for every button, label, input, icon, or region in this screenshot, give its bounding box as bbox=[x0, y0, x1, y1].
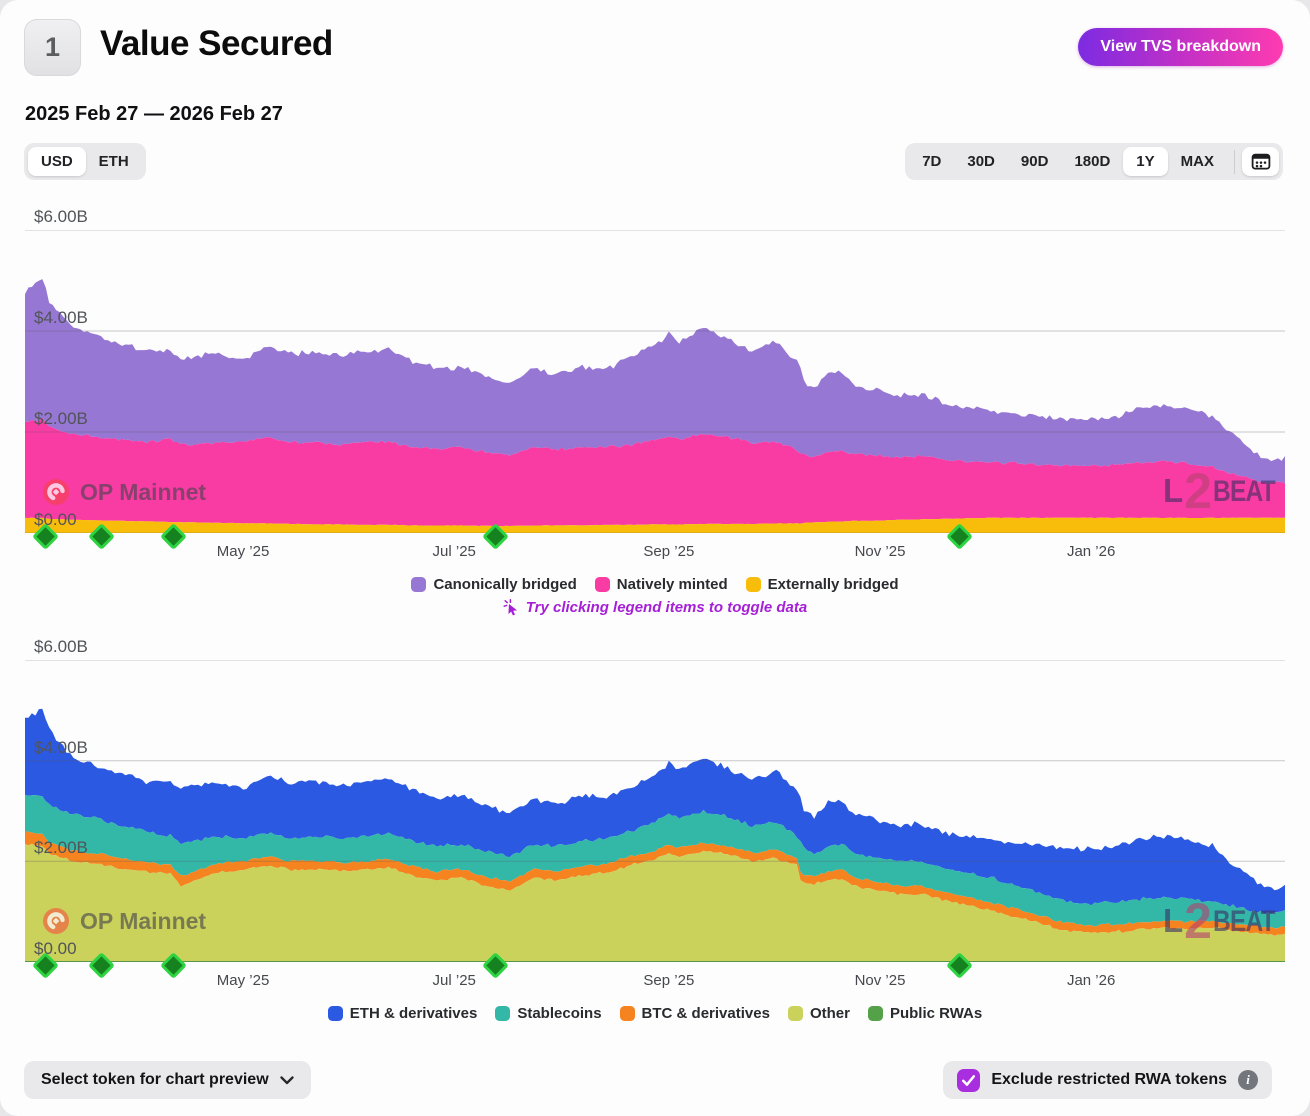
legend-hint: Try clicking legend items to toggle data bbox=[0, 599, 1310, 616]
page-title: Value Secured bbox=[100, 24, 333, 63]
x-axis-label: Sep ’25 bbox=[643, 543, 695, 560]
legend-item-btc-derivatives[interactable]: BTC & derivatives bbox=[619, 1005, 770, 1022]
legend-label: Other bbox=[809, 1005, 850, 1022]
legend-hint-text: Try clicking legend items to toggle data bbox=[525, 599, 808, 616]
legend-label: ETH & derivatives bbox=[349, 1005, 478, 1022]
area-canonically-bridged bbox=[25, 279, 1285, 484]
x-axis-label: Sep ’25 bbox=[643, 972, 695, 989]
area-other bbox=[25, 843, 1285, 961]
area-natively-minted bbox=[25, 417, 1285, 527]
legend-label: BTC & derivatives bbox=[641, 1005, 770, 1022]
legend-label: Canonically bridged bbox=[433, 576, 577, 593]
divider bbox=[1234, 149, 1235, 174]
y-axis-label: $6.00B bbox=[34, 637, 88, 656]
legend-item-natively-minted[interactable]: Natively minted bbox=[594, 576, 728, 593]
section-number-badge: 1 bbox=[24, 19, 81, 76]
x-axis-label: Jan ’26 bbox=[1066, 972, 1116, 989]
range-option-180d[interactable]: 180D bbox=[1074, 153, 1111, 170]
info-icon[interactable]: i bbox=[1238, 1070, 1258, 1090]
op-mainnet-watermark: OP Mainnet bbox=[42, 478, 206, 506]
x-axis-label: Jul ’25 bbox=[432, 972, 476, 989]
l2beat-logo-l: L bbox=[1163, 472, 1184, 509]
range-option-30d[interactable]: 30D bbox=[967, 153, 995, 170]
range-option-7d[interactable]: 7D bbox=[922, 153, 942, 170]
x-axis-label: Nov ’25 bbox=[854, 543, 906, 560]
legend-item-other[interactable]: Other bbox=[787, 1005, 850, 1022]
legend-item-public-rwas[interactable]: Public RWAs bbox=[867, 1005, 983, 1022]
legend-item-eth-derivatives[interactable]: ETH & derivatives bbox=[327, 1005, 478, 1022]
watermark-label: OP Mainnet bbox=[80, 907, 207, 934]
legend-label: Natively minted bbox=[616, 576, 728, 593]
legend-bridge-type: Canonically bridged Natively minted Extern… bbox=[0, 576, 1310, 593]
exclude-rwa-label: Exclude restricted RWA tokens bbox=[991, 1071, 1227, 1088]
y-axis-label: $4.00B bbox=[34, 737, 88, 757]
legend-swatch bbox=[327, 1006, 343, 1021]
currency-toggle: USD ETH bbox=[24, 143, 146, 180]
l2beat-logo-beat: BEAT bbox=[1212, 475, 1276, 508]
op-mainnet-logo bbox=[42, 478, 70, 506]
range-option-90d[interactable]: 90D bbox=[1020, 153, 1049, 170]
legend-item-canonically-bridged[interactable]: Canonically bridged bbox=[411, 576, 577, 593]
legend-label: Stablecoins bbox=[517, 1005, 602, 1022]
op-mainnet-watermark: OP Mainnet bbox=[42, 907, 206, 935]
watermark-label: OP Mainnet bbox=[80, 478, 207, 505]
time-range-selector: 7D 30D 90D 180D 1Y MAX bbox=[905, 143, 1283, 180]
l2beat-logo-2: 2 bbox=[1184, 893, 1212, 949]
legend-swatch bbox=[495, 1006, 511, 1021]
legend-swatch bbox=[867, 1006, 883, 1021]
exclude-rwa-control: Exclude restricted RWA tokens i bbox=[943, 1061, 1272, 1099]
x-axis-label: May ’25 bbox=[216, 543, 270, 560]
legend-item-stablecoins[interactable]: Stablecoins bbox=[495, 1005, 602, 1022]
legend-swatch bbox=[411, 577, 427, 592]
view-tvs-breakdown-button[interactable]: View TVS breakdown bbox=[1078, 28, 1283, 66]
y-axis-label: $4.00B bbox=[34, 308, 88, 327]
chart-asset-category-breakdown[interactable] bbox=[25, 660, 1285, 962]
l2beat-logo-l: L bbox=[1163, 902, 1184, 939]
x-axis-label: Jul ’25 bbox=[432, 543, 476, 560]
legend-asset-category: ETH & derivatives Stablecoins BTC & deriva… bbox=[0, 1005, 1310, 1022]
legend-swatch bbox=[619, 1006, 635, 1021]
date-range-label: 2025 Feb 27 — 2026 Feb 27 bbox=[25, 103, 283, 125]
calendar-icon bbox=[1251, 152, 1271, 171]
l2beat-logo: L 2 BEAT bbox=[1163, 896, 1288, 946]
select-token-label: Select token for chart preview bbox=[41, 1071, 269, 1088]
y-axis-label: $2.00B bbox=[34, 838, 88, 858]
legend-swatch bbox=[787, 1006, 803, 1021]
y-axis-label: $2.00B bbox=[34, 409, 88, 428]
chart-bridge-type-breakdown[interactable] bbox=[25, 230, 1285, 533]
area-eth-derivatives bbox=[25, 708, 1285, 914]
x-axis-label: Nov ’25 bbox=[854, 972, 906, 989]
currency-option-eth[interactable]: ETH bbox=[98, 153, 129, 170]
chevron-down-icon bbox=[279, 1075, 294, 1085]
area-externally-bridged bbox=[25, 517, 1285, 533]
currency-option-usd[interactable]: USD bbox=[28, 147, 86, 176]
range-option-1y[interactable]: 1Y bbox=[1123, 147, 1168, 176]
legend-label: Public RWAs bbox=[889, 1005, 983, 1022]
legend-item-externally-bridged[interactable]: Externally bridged bbox=[745, 576, 899, 593]
exclude-rwa-checkbox[interactable] bbox=[957, 1068, 981, 1092]
l2beat-logo-2: 2 bbox=[1184, 463, 1212, 519]
y-axis-label: $6.00B bbox=[34, 207, 88, 226]
select-token-button[interactable]: Select token for chart preview bbox=[24, 1061, 311, 1099]
cursor-click-icon bbox=[503, 599, 520, 616]
x-axis-label: Jan ’26 bbox=[1066, 543, 1116, 560]
legend-label: Externally bridged bbox=[767, 576, 899, 593]
legend-swatch bbox=[745, 577, 761, 592]
calendar-button[interactable] bbox=[1242, 147, 1279, 176]
l2beat-logo: L 2 BEAT bbox=[1163, 466, 1288, 516]
l2beat-logo-beat: BEAT bbox=[1212, 905, 1276, 938]
area-btc-derivatives bbox=[25, 831, 1285, 936]
x-axis-label: May ’25 bbox=[216, 972, 270, 989]
range-option-max[interactable]: MAX bbox=[1180, 153, 1214, 170]
legend-swatch bbox=[594, 577, 610, 592]
op-mainnet-logo bbox=[42, 907, 70, 935]
area-stablecoins bbox=[25, 794, 1285, 929]
